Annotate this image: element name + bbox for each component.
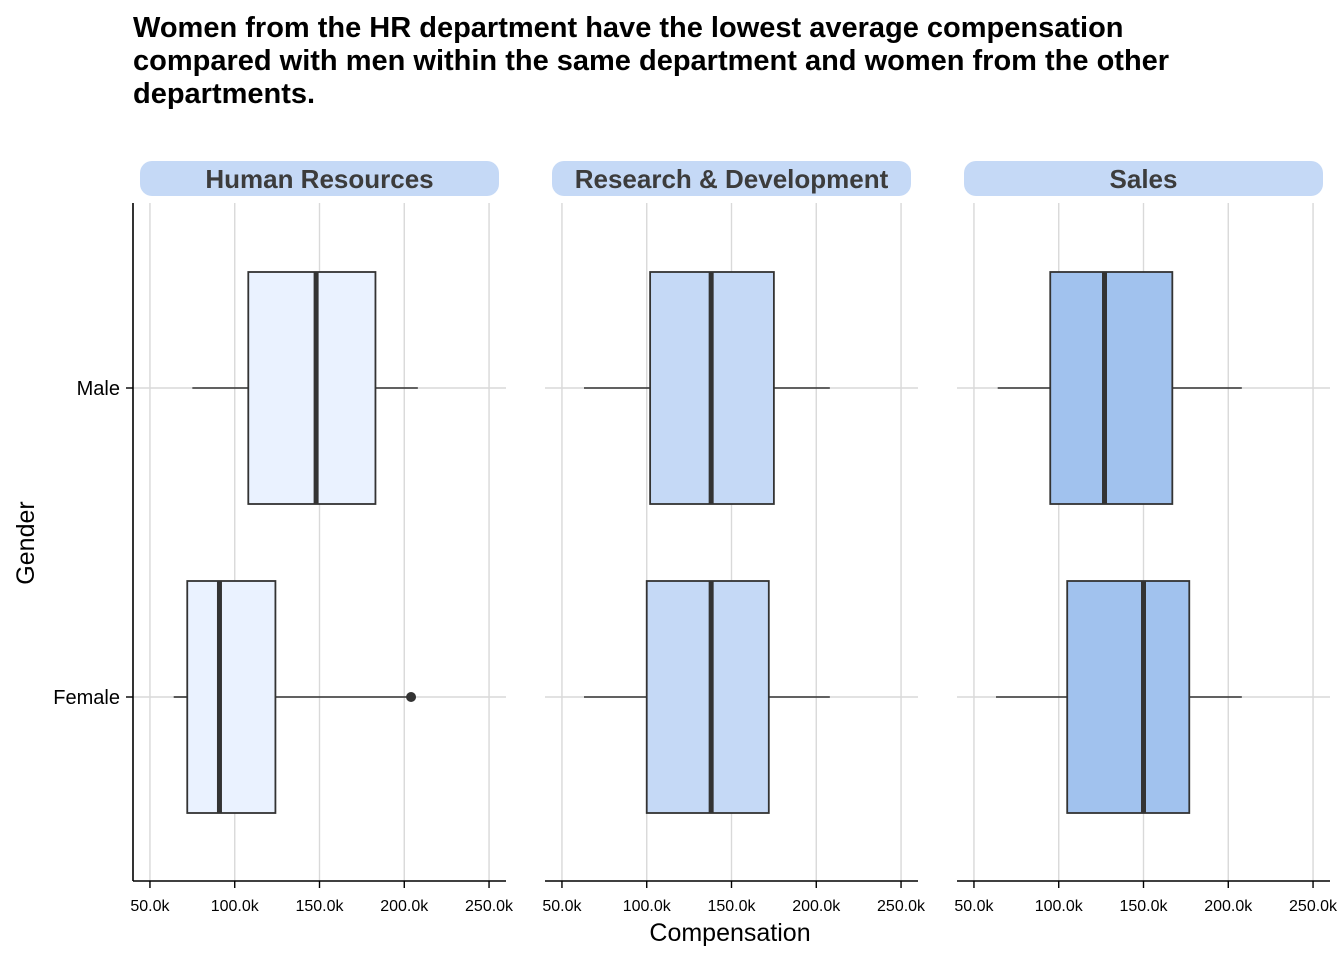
- x-tick-label: 100.0k: [623, 898, 672, 915]
- x-tick-label: 200.0k: [1204, 898, 1253, 915]
- facet-strip-label: Human Resources: [205, 164, 433, 194]
- facet-panel-0: Human Resources 50.0k 100.0k 150.0k 200.0k 25…: [130, 161, 514, 915]
- facet-strip-label: Research & Development: [575, 164, 889, 194]
- box-iqr: [1049, 271, 1174, 505]
- y-axis-title: Gender: [12, 501, 40, 584]
- chart-title-line-3: departments.: [133, 78, 315, 110]
- x-axis-title: Compensation: [649, 919, 810, 947]
- x-tick-label: 200.0k: [792, 898, 841, 915]
- facet-strip: [964, 161, 1323, 196]
- box-male: [192, 271, 418, 505]
- facet-strip-label: Sales: [1110, 164, 1178, 194]
- box-iqr: [247, 271, 377, 505]
- x-tick-label: 50.0k: [954, 898, 994, 915]
- x-tick-label: 250.0k: [1289, 898, 1338, 915]
- y-tick-label: Female: [53, 687, 120, 709]
- facet-panel-1: Research & Development 50.0k 100.0k 150.0k 2…: [542, 161, 926, 915]
- box-male: [997, 271, 1242, 505]
- y-axis: Male Female: [53, 203, 134, 881]
- facet-strip: [140, 161, 499, 196]
- x-tick-label: 50.0k: [542, 898, 582, 915]
- facet-panels: Human Resources 50.0k 100.0k 150.0k 200.0k 25…: [130, 161, 1338, 915]
- facet-strip: [552, 161, 911, 196]
- y-tick-label: Male: [77, 378, 120, 400]
- box-iqr: [186, 580, 277, 814]
- x-tick-label: 250.0k: [877, 898, 926, 915]
- box-iqr: [645, 580, 770, 814]
- x-tick-label: 200.0k: [380, 898, 429, 915]
- chart-title: Women from the HR department have the lo…: [133, 12, 1169, 110]
- x-tick-label: 250.0k: [465, 898, 514, 915]
- x-tick-label: 100.0k: [211, 898, 260, 915]
- facet-panel-2: Sales 50.0k 100.0k 150.0k 200.0k 250.0k: [954, 161, 1338, 915]
- box-female: [173, 580, 417, 814]
- x-tick-label: 150.0k: [707, 898, 756, 915]
- box-female: [995, 580, 1242, 814]
- x-tick-label: 150.0k: [1119, 898, 1168, 915]
- x-tick-label: 100.0k: [1035, 898, 1084, 915]
- chart-title-line-2: compared with men within the same depart…: [133, 45, 1169, 77]
- box-female: [583, 580, 830, 814]
- chart-title-line-1: Women from the HR department have the lo…: [133, 12, 1124, 44]
- x-tick-label: 150.0k: [295, 898, 344, 915]
- box-iqr: [1066, 580, 1191, 814]
- x-tick-label: 50.0k: [130, 898, 170, 915]
- outlier-point: [406, 692, 417, 702]
- box-male: [583, 271, 830, 505]
